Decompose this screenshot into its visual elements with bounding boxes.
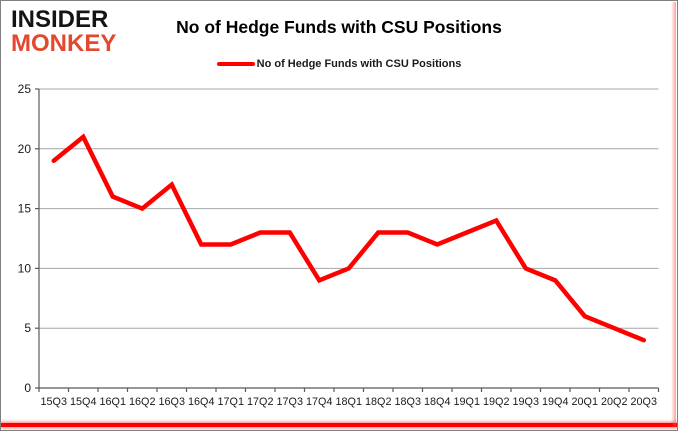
logo-text-insider: INSIDER — [11, 6, 109, 33]
x-tick-label: 16Q4 — [188, 396, 214, 408]
y-tick-label: 15 — [18, 202, 32, 216]
insider-monkey-logo: INSIDER MONKEY — [11, 8, 116, 55]
y-tick-label: 20 — [18, 142, 32, 156]
y-tick-label: 10 — [18, 261, 32, 275]
x-tick-label: 20Q3 — [631, 396, 657, 408]
x-tick-label: 15Q3 — [41, 396, 67, 408]
x-tick-label: 20Q2 — [601, 396, 627, 408]
x-tick-label: 16Q2 — [129, 396, 155, 408]
x-tick-label: 20Q1 — [572, 396, 598, 408]
x-tick-label: 17Q1 — [218, 396, 244, 408]
x-tick-label: 15Q4 — [70, 396, 96, 408]
x-tick-label: 19Q1 — [454, 396, 480, 408]
x-tick-label: 19Q3 — [513, 396, 539, 408]
legend-label: No of Hedge Funds with CSU Positions — [256, 58, 462, 70]
bottom-red-bar — [1, 423, 677, 427]
x-tick-label: 18Q1 — [336, 396, 362, 408]
x-tick-label: 19Q2 — [483, 396, 509, 408]
chart-title: No of Hedge Funds with CSU Positions — [176, 17, 502, 37]
x-tick-label: 19Q4 — [542, 396, 568, 408]
x-tick-label: 17Q2 — [247, 396, 273, 408]
legend-line-marker — [216, 62, 255, 66]
x-tick-label: 16Q1 — [100, 396, 126, 408]
x-tick-label: 17Q3 — [277, 396, 303, 408]
x-tick-label: 16Q3 — [159, 396, 185, 408]
y-tick-label: 5 — [24, 321, 31, 335]
series-line — [51, 133, 646, 343]
x-tick-label: 17Q4 — [306, 396, 332, 408]
legend: No of Hedge Funds with CSU Positions — [1, 58, 677, 70]
logo-text-monkey: MONKEY — [11, 29, 117, 57]
y-tick-label: 25 — [18, 82, 32, 96]
x-tick-label: 18Q2 — [365, 396, 391, 408]
x-tick-label: 18Q4 — [424, 396, 450, 408]
x-tick-label: 18Q3 — [395, 396, 421, 408]
y-tick-label: 0 — [24, 381, 31, 395]
